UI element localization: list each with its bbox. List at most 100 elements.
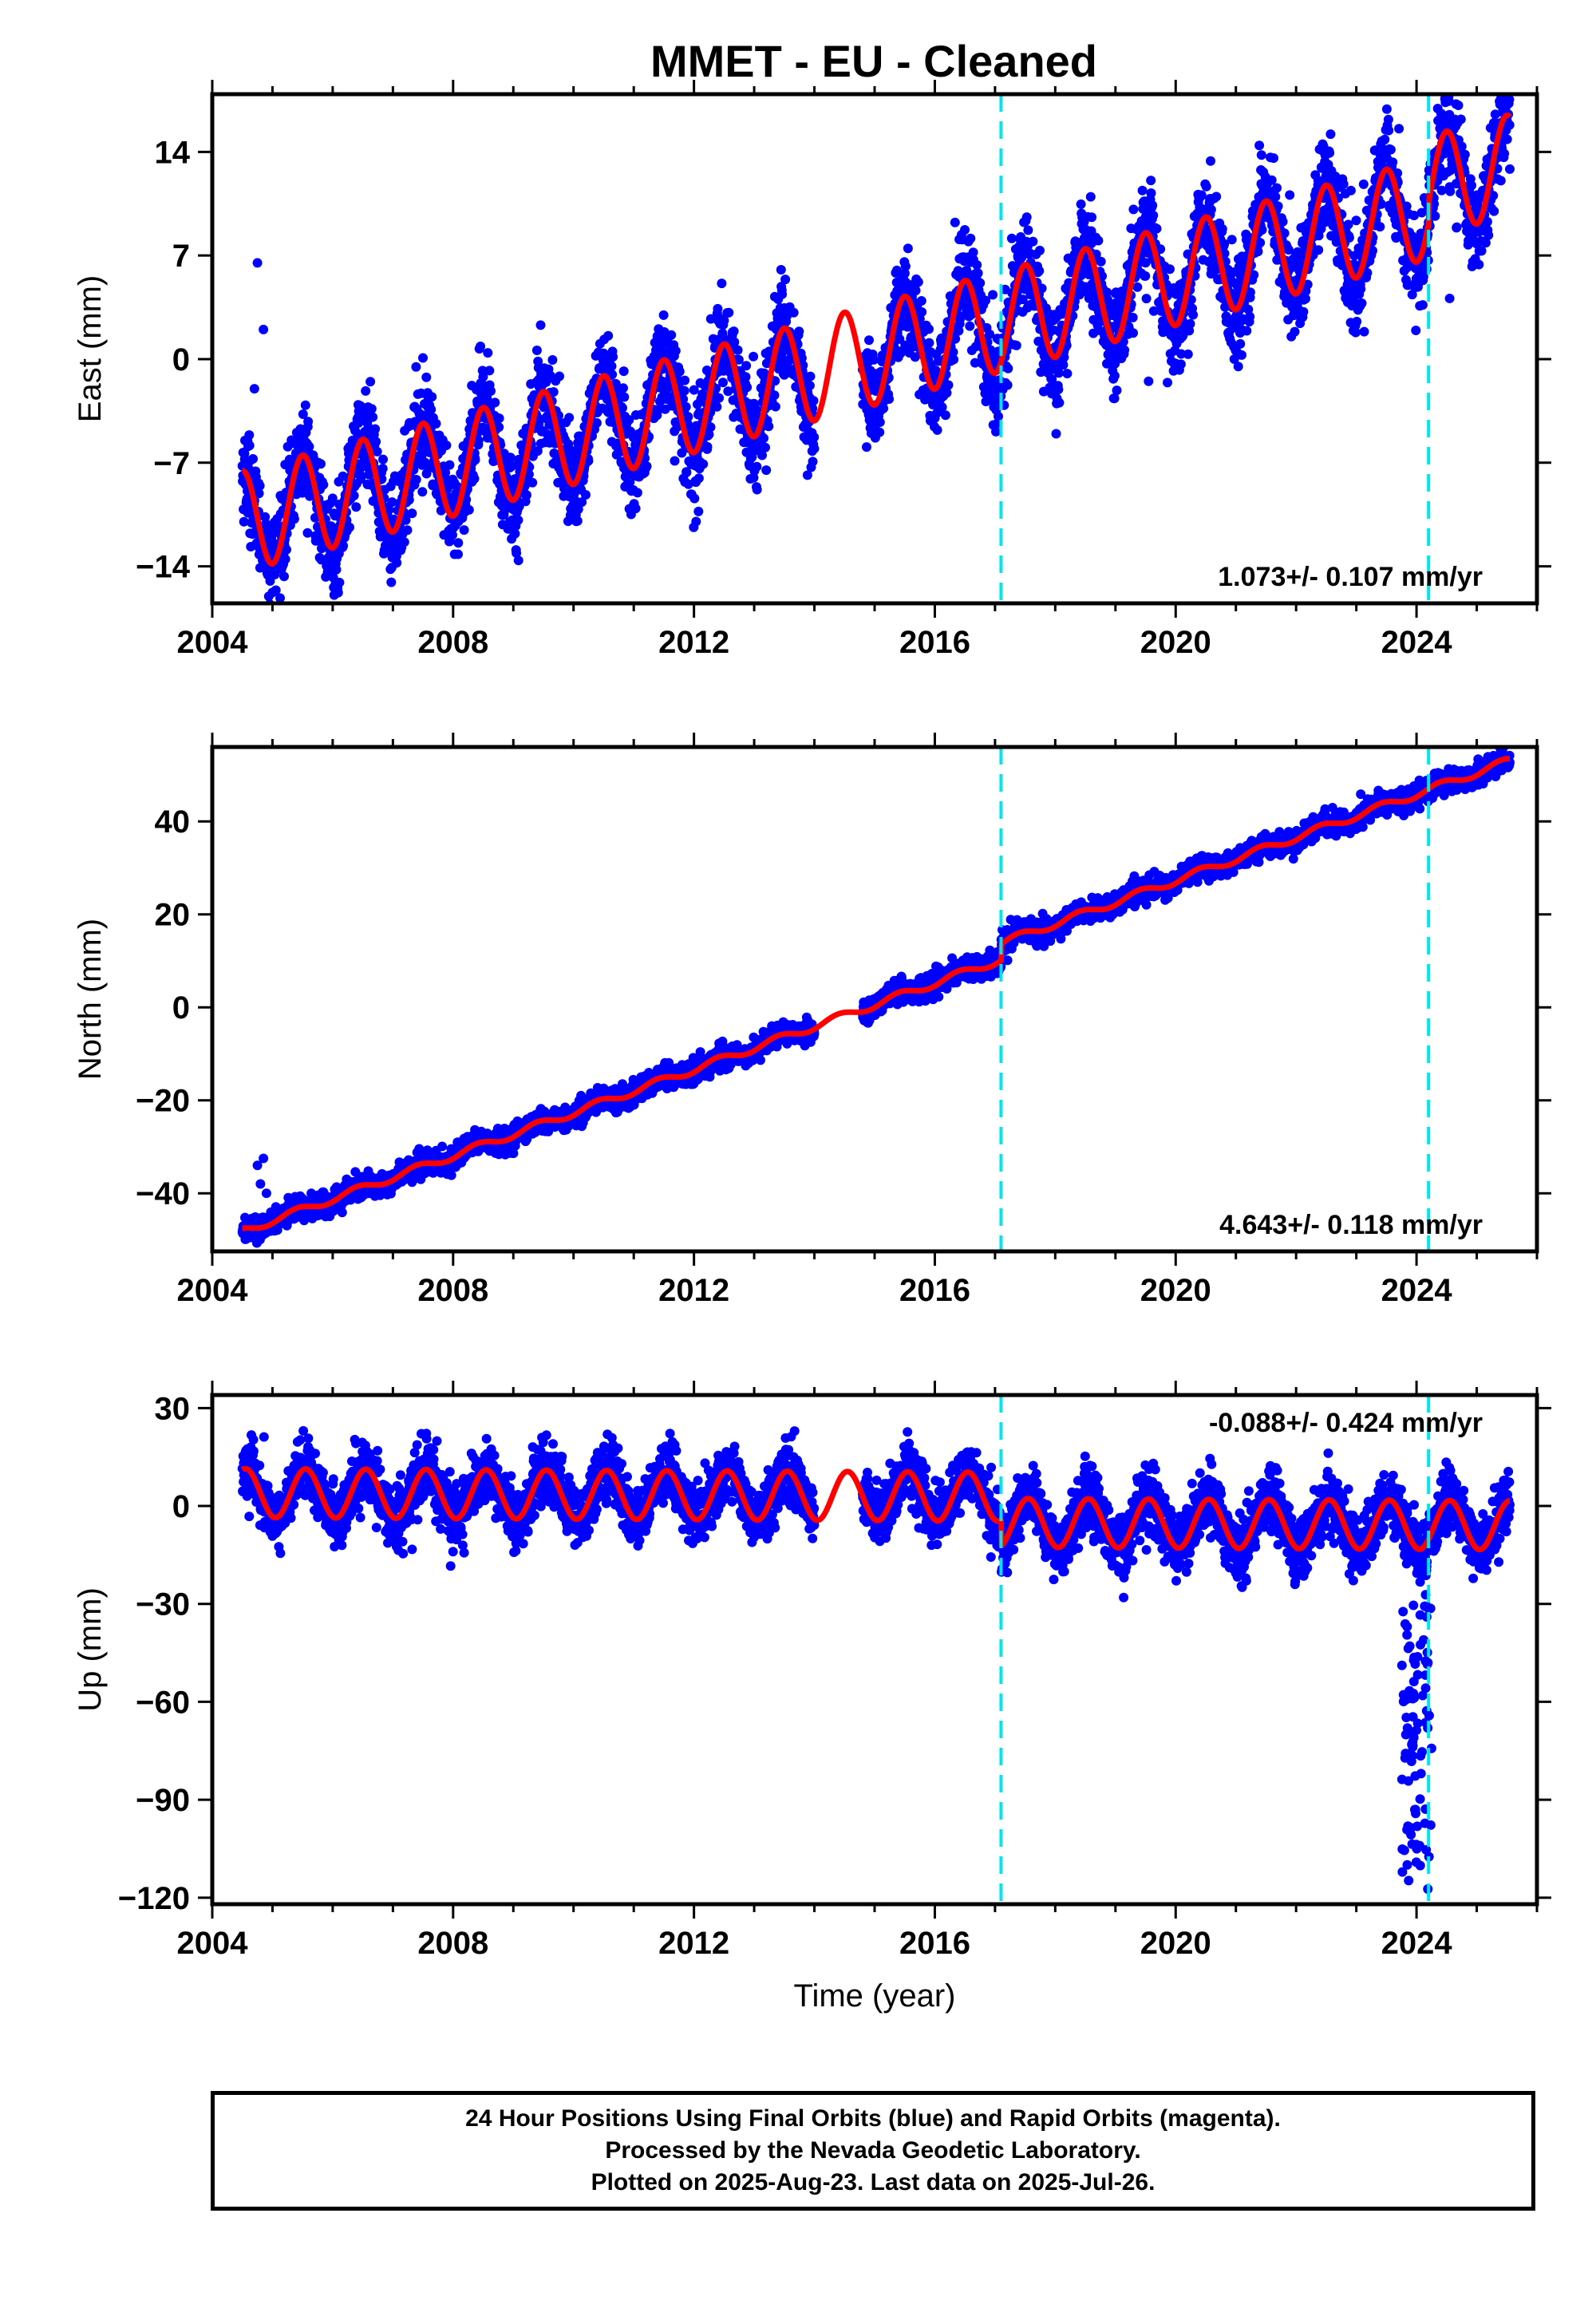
data-point [1489, 206, 1499, 216]
data-point [950, 217, 960, 227]
data-point [483, 348, 493, 358]
y-axis-label: East (mm) [73, 275, 108, 422]
data-point [1233, 362, 1243, 372]
data-point [298, 409, 308, 419]
data-point [988, 290, 998, 300]
data-point [658, 310, 669, 320]
data-point [742, 382, 753, 393]
data-point [1255, 238, 1266, 248]
data-point [1188, 310, 1199, 320]
data-point [723, 386, 733, 397]
data-point [618, 403, 627, 413]
data-point [345, 522, 354, 532]
data-point [1453, 101, 1464, 110]
data-point [254, 488, 264, 499]
data-point [689, 385, 699, 395]
data-points [237, 94, 1515, 603]
data-point [1502, 134, 1512, 144]
data-point [1314, 245, 1324, 255]
data-point [370, 424, 381, 434]
data-point [698, 459, 709, 469]
data-point [717, 279, 727, 289]
data-point [577, 497, 587, 508]
data-point [879, 403, 889, 413]
outlier-point [252, 258, 263, 268]
data-point [729, 326, 739, 337]
data-point [572, 516, 583, 526]
data-point [459, 525, 469, 536]
data-point [505, 453, 516, 463]
data-point [619, 392, 630, 402]
data-point [548, 387, 559, 397]
outlier-point [259, 324, 269, 334]
data-point [453, 538, 464, 548]
data-point [1120, 345, 1130, 355]
panel-north: 2004 2008 2012 2016 2020 2024−40−2002040North… [73, 733, 1551, 1308]
data-point [714, 393, 725, 403]
data-point [913, 277, 923, 287]
data-point [630, 504, 641, 514]
data-point [1141, 294, 1152, 304]
data-point [654, 405, 663, 415]
data-point [1206, 156, 1215, 166]
data-point [724, 307, 734, 318]
data-point [1358, 179, 1369, 189]
data-point [1351, 215, 1361, 226]
data-point [440, 468, 451, 478]
data-point [769, 390, 780, 401]
y-tick-label: 0 [172, 342, 190, 377]
data-point [418, 353, 428, 363]
data-point [1483, 230, 1494, 240]
data-point [1196, 190, 1207, 200]
outlier-point [249, 384, 259, 394]
data-point [387, 497, 397, 508]
data-point [303, 417, 314, 427]
data-point [1499, 148, 1510, 159]
data-point [804, 381, 815, 391]
data-point [244, 430, 255, 441]
data-point [802, 470, 812, 480]
data-point [1272, 183, 1282, 193]
data-point [794, 326, 804, 337]
data-point [680, 375, 690, 385]
data-point [788, 307, 799, 318]
data-point [1383, 114, 1393, 124]
data-point [670, 456, 680, 466]
data-point [1504, 120, 1515, 130]
x-tick-label: 2008 [417, 625, 488, 660]
data-point [1128, 204, 1139, 215]
data-point [677, 448, 687, 458]
data-point [1375, 222, 1385, 232]
data-point [563, 442, 574, 453]
data-point [371, 437, 381, 447]
data-point [1165, 264, 1175, 275]
data-point [1035, 245, 1045, 255]
data-point [523, 469, 534, 480]
data-point [1269, 153, 1278, 164]
data-point [356, 474, 366, 484]
data-point [441, 441, 452, 450]
data-point [1003, 363, 1013, 373]
data-point [513, 515, 523, 525]
data-point [402, 525, 413, 536]
data-point [411, 475, 421, 484]
data-point [1183, 349, 1193, 359]
data-point [972, 260, 982, 270]
data-point [1452, 222, 1462, 232]
data-point [741, 372, 751, 382]
data-point [564, 413, 575, 423]
x-tick-label: 2004 [177, 625, 249, 660]
data-point [591, 418, 602, 428]
data-point [1381, 104, 1392, 114]
data-point [869, 354, 879, 365]
data-point [607, 370, 618, 380]
y-tick-label: −14 [136, 550, 191, 585]
y-tick-label: 14 [155, 135, 191, 170]
data-point [478, 372, 488, 382]
data-point [333, 587, 343, 598]
data-point [624, 415, 634, 425]
data-point [448, 530, 457, 540]
data-point [610, 379, 621, 389]
data-point [809, 432, 820, 442]
